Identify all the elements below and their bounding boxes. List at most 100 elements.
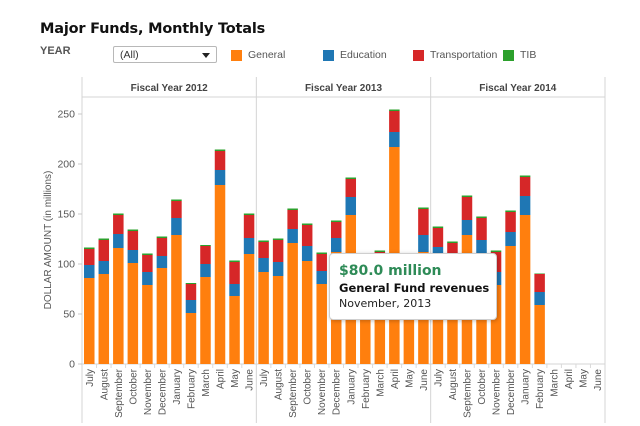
y-axis: 0 50 100 150 200 250 bbox=[57, 109, 82, 371]
bar-segment-transportation bbox=[84, 249, 95, 265]
bar-segment-transportation bbox=[243, 215, 255, 238]
legend-item-general[interactable]: General bbox=[231, 48, 285, 62]
x-tick-label: November bbox=[317, 368, 328, 415]
x-tick-label: August bbox=[274, 369, 285, 400]
x-tick-label: July bbox=[85, 369, 96, 387]
bar-segment-general bbox=[229, 296, 240, 364]
bar-segment-general bbox=[360, 289, 371, 364]
y-tick-label: 250 bbox=[57, 109, 75, 121]
bar-segment-education bbox=[98, 261, 110, 274]
bar-segment-tib bbox=[142, 253, 153, 255]
bar-segment-general bbox=[258, 272, 269, 364]
legend-label-tib: TIB bbox=[520, 49, 537, 61]
bar-segment-education bbox=[461, 220, 473, 235]
bar-segment-transportation bbox=[127, 231, 139, 250]
bar-segment-tib bbox=[301, 223, 313, 225]
x-tick-label: March bbox=[201, 369, 212, 397]
x-tick-label: October bbox=[128, 368, 139, 404]
bar-segment-general bbox=[505, 246, 516, 364]
bar-segment-education bbox=[301, 246, 313, 261]
bar-segment-education bbox=[534, 292, 545, 305]
bar-segment-tib bbox=[418, 207, 429, 209]
y-tick-label: 200 bbox=[57, 159, 75, 171]
bar-segment-education bbox=[272, 262, 284, 276]
x-tick-label: December bbox=[506, 368, 517, 415]
bar-segment-tib bbox=[229, 260, 240, 262]
bar-segment-tib bbox=[113, 213, 124, 215]
bar-segment-transportation bbox=[185, 284, 197, 300]
tooltip-description: General Fund revenues bbox=[339, 281, 490, 295]
x-tick-label: November bbox=[492, 368, 503, 415]
legend-swatch-tib bbox=[503, 49, 514, 61]
bars bbox=[84, 109, 545, 364]
bar-segment-general bbox=[113, 248, 124, 364]
bar-segment-general bbox=[403, 279, 415, 364]
legend-swatch-transportation bbox=[413, 49, 424, 61]
x-tick-label: January bbox=[521, 369, 532, 405]
bar-segment-education bbox=[316, 271, 327, 284]
bar-segment-tib bbox=[389, 109, 400, 111]
bar-segment-education bbox=[418, 235, 429, 252]
legend-swatch-education bbox=[323, 49, 334, 61]
bar-segment-tib bbox=[185, 283, 197, 284]
bar-segment-general bbox=[171, 235, 182, 364]
bar-segment-general bbox=[519, 215, 531, 364]
bar-segment-transportation bbox=[345, 179, 357, 197]
bar-segment-education bbox=[330, 238, 342, 252]
bar-segment-tib bbox=[476, 216, 487, 218]
y-tick-label: 0 bbox=[69, 359, 75, 371]
bar-segment-transportation bbox=[229, 262, 240, 284]
legend-label-general: General bbox=[248, 49, 286, 61]
x-tick-label: December bbox=[157, 368, 168, 415]
bar-segment-transportation bbox=[200, 246, 211, 264]
bar-segment-general bbox=[534, 305, 545, 364]
bar-segment-education bbox=[214, 170, 226, 185]
x-tick-label: February bbox=[186, 369, 197, 409]
chevron-down-icon bbox=[202, 53, 210, 58]
legend-item-transportation[interactable]: Transportation bbox=[413, 48, 497, 62]
x-tick-label: September bbox=[114, 368, 125, 418]
x-tick-label: June bbox=[593, 369, 604, 391]
bar-segment-general bbox=[243, 254, 255, 364]
bar-segment-tib bbox=[461, 195, 473, 197]
bar-segment-transportation bbox=[156, 238, 168, 256]
bar-segment-tib bbox=[287, 208, 298, 210]
year-filter-label: YEAR bbox=[40, 45, 71, 57]
bar-segment-education bbox=[476, 240, 487, 255]
x-tick-label: December bbox=[332, 368, 343, 415]
legend-item-tib[interactable]: TIB bbox=[503, 48, 536, 62]
x-tick-label: November bbox=[143, 368, 154, 415]
x-tick-label: August bbox=[448, 369, 459, 400]
bar-segment-tib bbox=[258, 240, 269, 242]
bar-segment-tib bbox=[447, 241, 458, 243]
bar-segment-tib bbox=[171, 199, 182, 201]
bar-segment-tib bbox=[98, 238, 110, 240]
bar-segment-general bbox=[214, 185, 226, 364]
bar-segment-education bbox=[345, 197, 357, 215]
bar-segment-transportation bbox=[258, 242, 269, 258]
bar-segment-tib bbox=[374, 250, 386, 252]
bar-segment-transportation bbox=[447, 243, 458, 259]
bar-segment-education bbox=[258, 258, 269, 272]
x-tick-label: July bbox=[433, 369, 444, 387]
year-filter-value: (All) bbox=[120, 49, 139, 61]
bar-segment-education bbox=[389, 132, 400, 147]
x-tick-label: May bbox=[404, 369, 415, 388]
bar-segment-transportation bbox=[461, 197, 473, 220]
bar-segment-education bbox=[113, 234, 124, 248]
year-filter-dropdown[interactable]: (All) bbox=[113, 46, 217, 63]
bar-segment-tib bbox=[490, 250, 502, 252]
bar-segment-transportation bbox=[432, 228, 444, 247]
bar-segment-general bbox=[156, 268, 168, 364]
tooltip: $80.0 million General Fund revenues Nove… bbox=[329, 253, 497, 320]
bar-segment-transportation bbox=[418, 209, 429, 235]
x-tick-label: June bbox=[245, 369, 256, 391]
y-tick-label: 100 bbox=[57, 259, 75, 271]
legend-item-education[interactable]: Education bbox=[323, 48, 387, 62]
y-axis-label: DOLLAR AMOUNT (in millions) bbox=[43, 171, 54, 310]
bar-segment-transportation bbox=[476, 218, 487, 240]
bar-segment-education bbox=[142, 272, 153, 285]
panel-header: Fiscal Year 2012 bbox=[131, 83, 209, 94]
page-title: Major Funds, Monthly Totals bbox=[40, 21, 266, 37]
bar-segment-tib bbox=[84, 247, 95, 249]
